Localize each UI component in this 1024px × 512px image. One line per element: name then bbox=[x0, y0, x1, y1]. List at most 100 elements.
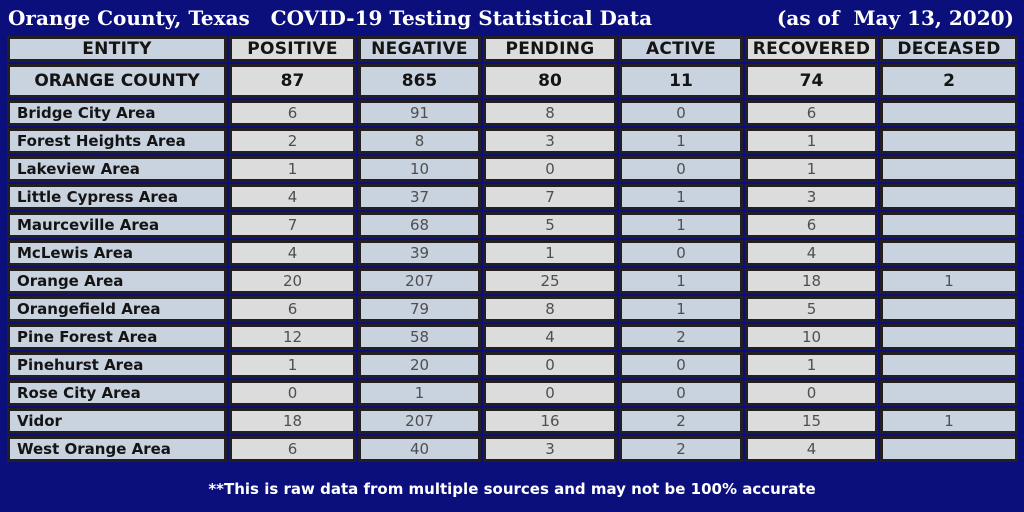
value-cell: 6 bbox=[745, 212, 878, 238]
value-cell: 79 bbox=[358, 296, 481, 322]
value-cell: 0 bbox=[483, 156, 617, 182]
value-cell bbox=[880, 184, 1018, 210]
value-cell: 68 bbox=[358, 212, 481, 238]
data-table: ENTITY POSITIVE NEGATIVE PENDING ACTIVE … bbox=[7, 36, 1018, 462]
value-cell: 4 bbox=[229, 184, 356, 210]
value-cell: 5 bbox=[745, 296, 878, 322]
value-cell: 6 bbox=[745, 100, 878, 126]
value-cell: 1 bbox=[880, 408, 1018, 434]
value-cell bbox=[880, 212, 1018, 238]
as-of-date: (as of May 13, 2020) bbox=[776, 6, 1014, 30]
value-cell: 0 bbox=[483, 352, 617, 378]
value-cell: 0 bbox=[745, 380, 878, 406]
value-cell: 1 bbox=[619, 184, 743, 210]
value-cell: 0 bbox=[619, 380, 743, 406]
summary-entity-cell: ORANGE COUNTY bbox=[7, 64, 227, 98]
value-cell: 6 bbox=[229, 296, 356, 322]
value-cell: 1 bbox=[619, 128, 743, 154]
value-cell: 5 bbox=[483, 212, 617, 238]
value-cell: 91 bbox=[358, 100, 481, 126]
value-cell: 8 bbox=[358, 128, 481, 154]
column-header-negative: NEGATIVE bbox=[358, 36, 481, 62]
value-cell: 0 bbox=[619, 156, 743, 182]
value-cell: 2 bbox=[619, 436, 743, 462]
entity-cell: Pinehurst Area bbox=[7, 352, 227, 378]
value-cell: 1 bbox=[619, 268, 743, 294]
value-cell: 2 bbox=[619, 324, 743, 350]
value-cell: 40 bbox=[358, 436, 481, 462]
summary-pending-cell: 80 bbox=[483, 64, 617, 98]
entity-cell: McLewis Area bbox=[7, 240, 227, 266]
value-cell bbox=[880, 352, 1018, 378]
value-cell: 18 bbox=[745, 268, 878, 294]
value-cell: 6 bbox=[229, 100, 356, 126]
value-cell: 2 bbox=[229, 128, 356, 154]
value-cell: 15 bbox=[745, 408, 878, 434]
column-header-active: ACTIVE bbox=[619, 36, 743, 62]
value-cell: 4 bbox=[229, 240, 356, 266]
value-cell: 4 bbox=[483, 324, 617, 350]
value-cell bbox=[880, 240, 1018, 266]
value-cell bbox=[880, 296, 1018, 322]
value-cell: 0 bbox=[619, 352, 743, 378]
column-header-pending: PENDING bbox=[483, 36, 617, 62]
value-cell: 4 bbox=[745, 240, 878, 266]
value-cell: 39 bbox=[358, 240, 481, 266]
value-cell bbox=[880, 324, 1018, 350]
summary-negative-cell: 865 bbox=[358, 64, 481, 98]
entity-cell: West Orange Area bbox=[7, 436, 227, 462]
column-header-positive: POSITIVE bbox=[229, 36, 356, 62]
value-cell: 20 bbox=[229, 268, 356, 294]
value-cell: 0 bbox=[619, 100, 743, 126]
value-cell: 1 bbox=[619, 296, 743, 322]
value-cell: 20 bbox=[358, 352, 481, 378]
disclaimer-note: **This is raw data from multiple sources… bbox=[208, 480, 816, 498]
value-cell: 3 bbox=[745, 184, 878, 210]
value-cell: 7 bbox=[483, 184, 617, 210]
value-cell: 37 bbox=[358, 184, 481, 210]
value-cell: 0 bbox=[619, 240, 743, 266]
entity-cell: Orangefield Area bbox=[7, 296, 227, 322]
column-header-deceased: DECEASED bbox=[880, 36, 1018, 62]
entity-cell: Forest Heights Area bbox=[7, 128, 227, 154]
column-header-recovered: RECOVERED bbox=[745, 36, 878, 62]
value-cell: 1 bbox=[358, 380, 481, 406]
value-cell: 12 bbox=[229, 324, 356, 350]
value-cell: 10 bbox=[358, 156, 481, 182]
value-cell: 16 bbox=[483, 408, 617, 434]
value-cell: 6 bbox=[229, 436, 356, 462]
summary-deceased-cell: 2 bbox=[880, 64, 1018, 98]
value-cell: 0 bbox=[229, 380, 356, 406]
value-cell: 1 bbox=[483, 240, 617, 266]
value-cell bbox=[880, 156, 1018, 182]
entity-cell: Lakeview Area bbox=[7, 156, 227, 182]
entity-cell: Little Cypress Area bbox=[7, 184, 227, 210]
value-cell: 8 bbox=[483, 100, 617, 126]
value-cell: 18 bbox=[229, 408, 356, 434]
value-cell: 10 bbox=[745, 324, 878, 350]
value-cell: 3 bbox=[483, 128, 617, 154]
value-cell: 1 bbox=[745, 352, 878, 378]
summary-positive-cell: 87 bbox=[229, 64, 356, 98]
column-header-entity: ENTITY bbox=[7, 36, 227, 62]
value-cell: 3 bbox=[483, 436, 617, 462]
value-cell: 25 bbox=[483, 268, 617, 294]
value-cell: 7 bbox=[229, 212, 356, 238]
entity-cell: Vidor bbox=[7, 408, 227, 434]
value-cell bbox=[880, 436, 1018, 462]
title-bar: Orange County, Texas COVID-19 Testing St… bbox=[0, 0, 1024, 36]
value-cell: 1 bbox=[880, 268, 1018, 294]
value-cell: 1 bbox=[619, 212, 743, 238]
value-cell bbox=[880, 128, 1018, 154]
entity-cell: Maurceville Area bbox=[7, 212, 227, 238]
entity-cell: Bridge City Area bbox=[7, 100, 227, 126]
value-cell bbox=[880, 100, 1018, 126]
entity-cell: Orange Area bbox=[7, 268, 227, 294]
value-cell: 4 bbox=[745, 436, 878, 462]
value-cell: 207 bbox=[358, 408, 481, 434]
value-cell: 58 bbox=[358, 324, 481, 350]
summary-active-cell: 11 bbox=[619, 64, 743, 98]
value-cell: 1 bbox=[229, 352, 356, 378]
value-cell: 2 bbox=[619, 408, 743, 434]
value-cell: 8 bbox=[483, 296, 617, 322]
